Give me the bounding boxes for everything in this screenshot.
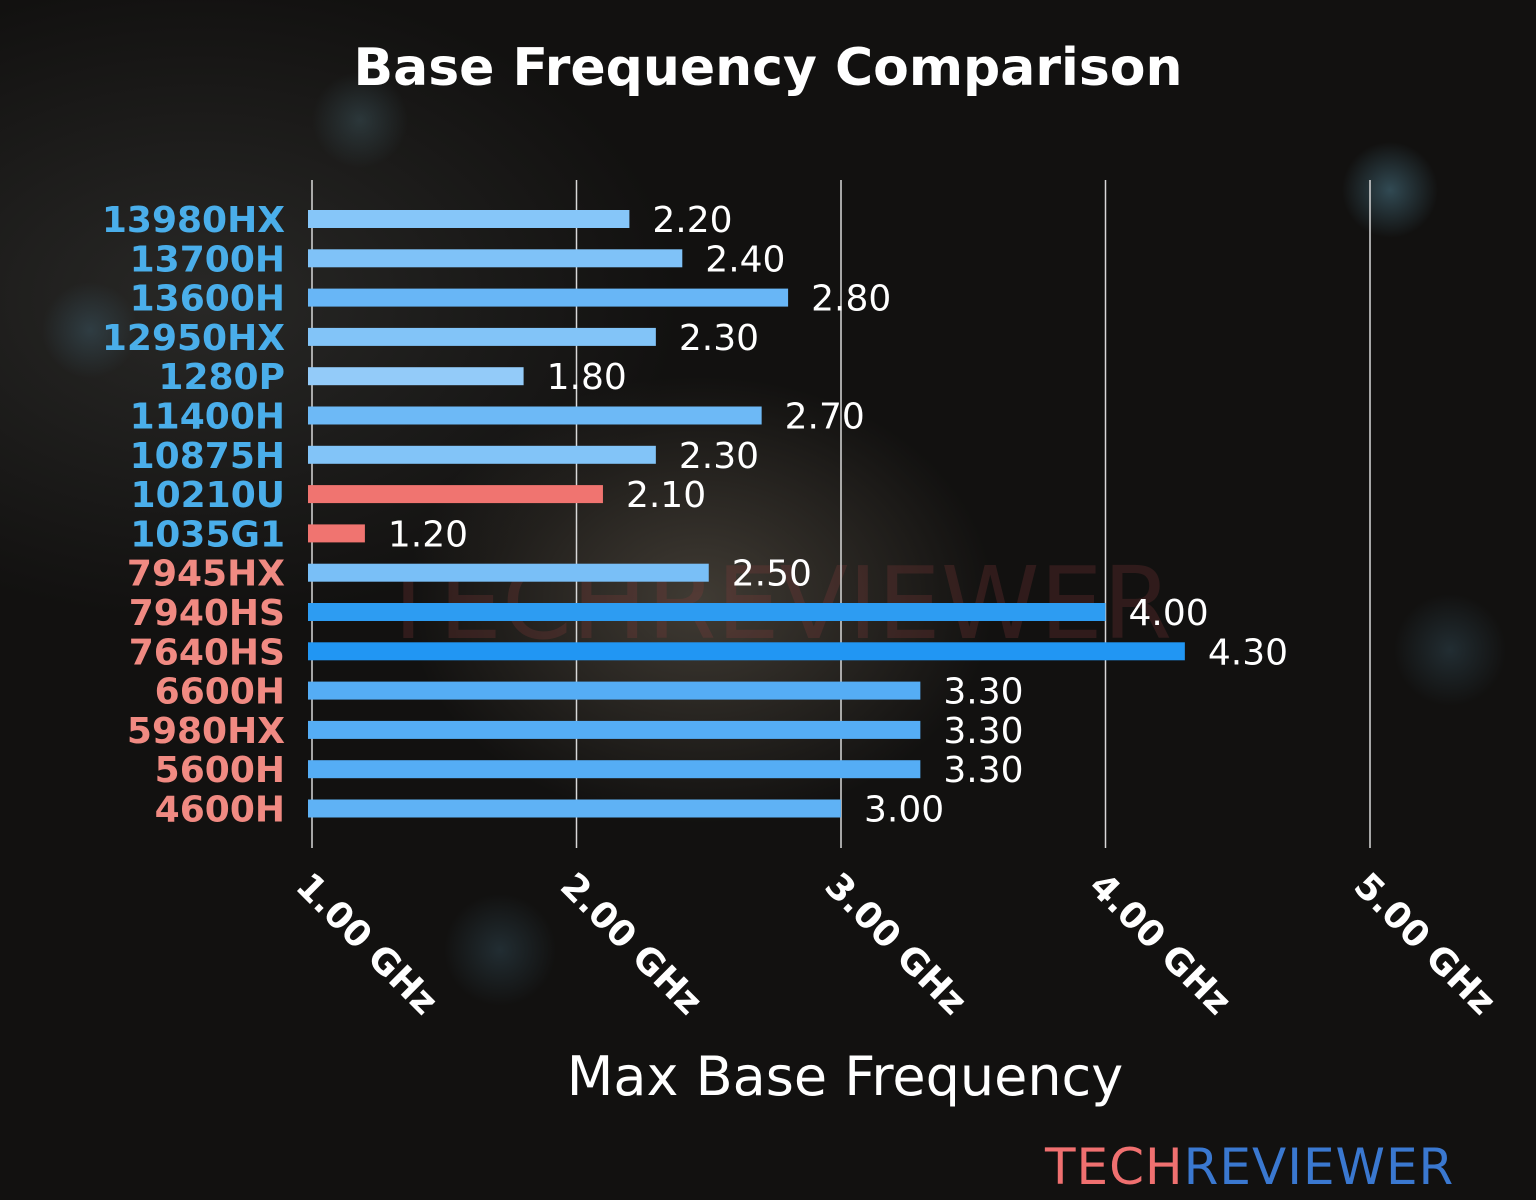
- data-label: 2.50: [732, 554, 812, 595]
- data-label: 3.30: [943, 750, 1023, 791]
- bar: [308, 603, 1106, 621]
- data-label: 2.30: [679, 318, 759, 359]
- x-tick-label: 4.00 GHz: [1081, 865, 1239, 1023]
- y-tick-label: 1280P: [158, 357, 285, 398]
- y-tick-label: 7940HS: [129, 593, 285, 634]
- y-tick-label: 1035G1: [130, 514, 285, 555]
- data-label: 1.80: [547, 357, 627, 398]
- y-tick-label: 7640HS: [129, 632, 285, 673]
- bar: [308, 720, 921, 739]
- y-tick-label: 13980HX: [102, 200, 285, 241]
- data-label: 2.80: [811, 279, 891, 320]
- bar: [308, 445, 656, 464]
- bar: [308, 367, 524, 386]
- bar: [308, 681, 921, 700]
- bar: [308, 406, 762, 425]
- data-label: 2.70: [785, 397, 865, 438]
- x-tick-label: 2.00 GHz: [552, 865, 710, 1023]
- bar: [308, 249, 683, 268]
- data-label: 3.30: [943, 672, 1023, 713]
- y-tick-label: 4600H: [155, 790, 285, 831]
- data-label: 2.40: [705, 239, 785, 280]
- data-label: 4.00: [1129, 593, 1209, 634]
- bar: [308, 210, 630, 228]
- x-tick-label: 1.00 GHz: [288, 865, 446, 1023]
- bar: [308, 563, 709, 582]
- bar: [308, 327, 656, 346]
- bar: [308, 524, 365, 543]
- y-tick-label: 7945HX: [127, 554, 285, 595]
- data-label: 2.20: [652, 200, 732, 241]
- bar: [308, 799, 841, 818]
- y-tick-label: 12950HX: [102, 318, 285, 359]
- x-axis-label: Max Base Frequency: [567, 1045, 1123, 1108]
- y-tick-label: 5600H: [155, 750, 285, 791]
- data-label: 2.10: [626, 475, 706, 516]
- x-tick-label: 5.00 GHz: [1346, 865, 1504, 1023]
- techreviewer-logo: TECHREVIEWER: [1045, 1138, 1455, 1196]
- y-tick-label: 13700H: [130, 239, 285, 280]
- x-tick-label: 3.00 GHz: [817, 865, 975, 1023]
- y-tick-label: 10875H: [130, 436, 285, 477]
- y-tick-label: 13600H: [130, 279, 285, 320]
- y-tick-label: 5980HX: [127, 711, 285, 752]
- y-tick-label: 11400H: [130, 397, 285, 438]
- bar: [308, 642, 1185, 661]
- data-label: 2.30: [679, 436, 759, 477]
- y-tick-label: 10210U: [131, 475, 285, 516]
- data-label: 3.30: [943, 711, 1023, 752]
- bar: [308, 760, 921, 779]
- data-label: 3.00: [864, 790, 944, 831]
- bar: [308, 485, 603, 504]
- data-label: 4.30: [1208, 632, 1288, 673]
- data-label: 1.20: [388, 514, 468, 555]
- chart-title: Base Frequency Comparison: [353, 38, 1182, 98]
- y-tick-label: 6600H: [155, 672, 285, 713]
- bar: [308, 288, 789, 307]
